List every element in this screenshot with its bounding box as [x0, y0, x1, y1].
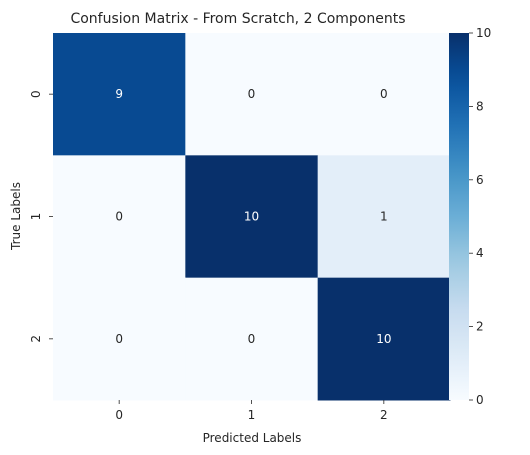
cell-value-label-r0-c2: 0: [380, 87, 388, 101]
colorbar-ticks: 0 2 4 6 8 10: [469, 26, 491, 407]
y-axis-ticks: 0 1 2: [29, 90, 53, 343]
heatmap-cell-r2-c2: [317, 277, 451, 401]
cell-value-label-r2-c2: 10: [376, 332, 391, 346]
chart-title: Confusion Matrix - From Scratch, 2 Compo…: [70, 11, 405, 27]
heatmap-cell-r0-c0: [53, 33, 186, 156]
cell-value-label-r2-c0: 0: [115, 332, 123, 346]
heatmap-cell-r1-c1: [185, 155, 319, 279]
colorbar-tick-label-5: 10: [476, 26, 491, 40]
cell-value-label-r1-c1: 10: [244, 210, 259, 224]
heatmap-cell-r1-c0: [53, 155, 186, 279]
cell-value-label-r1-c2: 1: [380, 210, 388, 224]
x-axis-ticks: 0 1 2: [115, 400, 388, 422]
colorbar-tick-label-2: 4: [476, 246, 484, 260]
heatmap-cell-r0-c1: [185, 33, 319, 156]
x-tick-label-1: 1: [248, 408, 256, 422]
colorbar-tick-label-3: 6: [476, 173, 484, 187]
colorbar-tick-label-1: 2: [476, 320, 484, 334]
heatmap-cell-r0-c2: [317, 33, 451, 156]
y-tick-label-1: 1: [29, 213, 43, 221]
y-tick-label-2: 2: [29, 335, 43, 343]
x-axis-label: Predicted Labels: [203, 431, 302, 445]
colorbar-tick-label-4: 8: [476, 99, 484, 113]
cell-value-label-r1-c0: 0: [115, 210, 123, 224]
cell-value-label-r2-c1: 0: [248, 332, 256, 346]
x-tick-label-0: 0: [115, 408, 123, 422]
y-axis-label: True Labels: [9, 182, 23, 251]
cell-value-label-r0-c0: 9: [115, 87, 123, 101]
heatmap-cell-r2-c1: [185, 277, 319, 401]
cell-value-label-r0-c1: 0: [248, 87, 256, 101]
x-tick-label-2: 2: [380, 408, 388, 422]
heatmap-cell-r2-c0: [53, 277, 186, 401]
heatmap-cell-r1-c2: [317, 155, 451, 279]
colorbar-tick-label-0: 0: [476, 393, 484, 407]
y-tick-label-0: 0: [29, 90, 43, 98]
colorbar: [449, 33, 469, 400]
heatmap-cells: 9 0 00 10 10 0 10: [53, 33, 451, 401]
